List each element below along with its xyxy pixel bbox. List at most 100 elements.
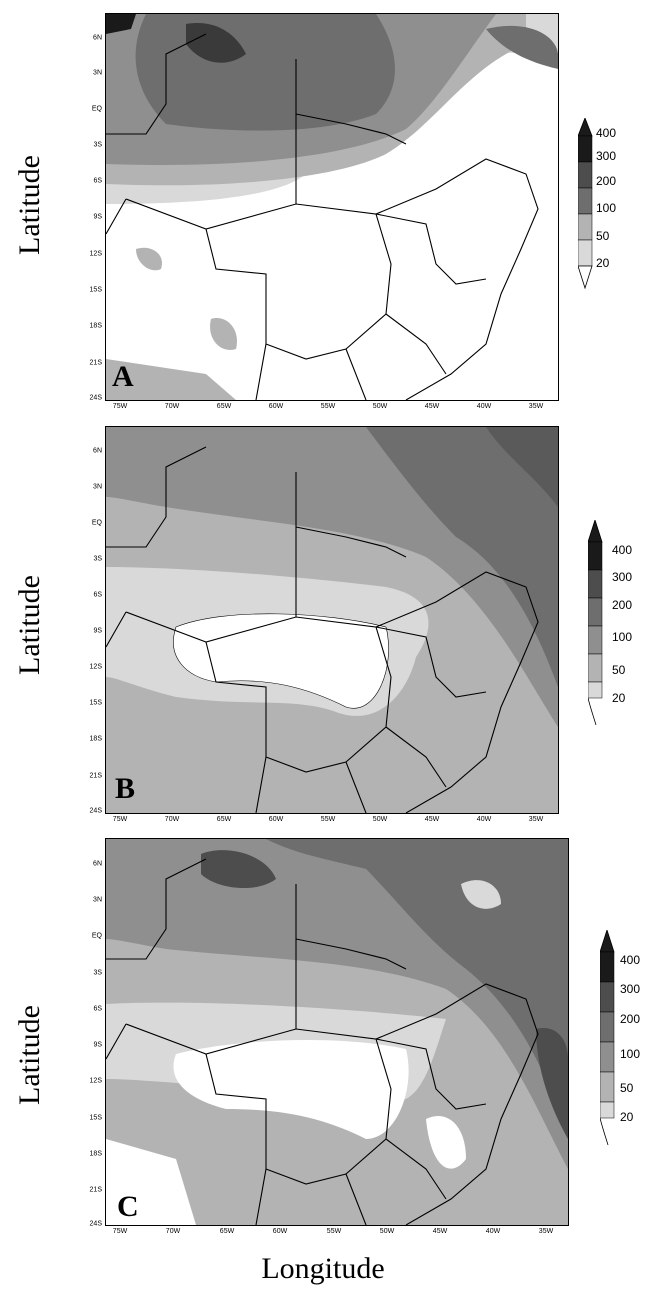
lon-tick: 50W — [379, 1228, 395, 1235]
colorbar-label: 20 — [596, 256, 610, 270]
contour-line — [173, 613, 389, 709]
lat-tick: 6S — [93, 1005, 102, 1013]
colorbar-label: 200 — [612, 598, 633, 612]
lat-tick: 12S — [89, 1077, 102, 1085]
colorbar-swatch — [587, 541, 603, 571]
lon-tick: 50W — [372, 403, 388, 410]
colorbar-c-svg — [599, 928, 615, 1146]
lon-tick: 65W — [219, 1228, 235, 1235]
map-c-canvas — [106, 839, 568, 1225]
lon-tick: 60W — [268, 403, 284, 410]
colorbar-swatch — [599, 981, 615, 1013]
lat-tick: 24S — [89, 807, 102, 815]
contour-patch-south — [210, 318, 237, 350]
contour-band-200 — [366, 427, 558, 687]
map-a-canvas — [106, 14, 558, 400]
lon-tick: 40W — [476, 403, 492, 410]
lon-tick: 75W — [112, 816, 128, 823]
lat-tick: 15S — [89, 1114, 102, 1122]
colorbar-label: 100 — [596, 201, 617, 215]
contour-white-se — [426, 1115, 466, 1169]
colorbar-bottom-arrow — [577, 265, 593, 290]
panel-letter-b: B — [115, 772, 136, 805]
lat-tick: EQ — [91, 519, 102, 527]
lat-tick: 6S — [93, 177, 102, 185]
contour-patch-sw — [106, 717, 186, 813]
lon-tick: 40W — [485, 1228, 501, 1235]
colorbar-top-arrow — [599, 928, 615, 953]
contour-white-sw — [106, 1139, 196, 1225]
lat-tick: 12S — [89, 663, 102, 671]
colorbar-swatch — [577, 161, 593, 189]
political-borders — [106, 33, 539, 400]
colorbar-b-svg — [587, 518, 603, 726]
colorbar-swatch — [577, 239, 593, 267]
colorbar-swatch — [587, 569, 603, 599]
contour-band-300 — [486, 427, 558, 507]
contour-band-300 — [201, 850, 276, 889]
colorbar-label: 300 — [620, 982, 641, 996]
colorbar-label: 100 — [620, 1047, 641, 1061]
colorbar-swatch — [587, 681, 603, 699]
lat-tick: 9S — [93, 1041, 102, 1049]
colorbar-label: 20 — [612, 691, 626, 705]
lat-tick: 15S — [89, 286, 102, 294]
lon-tick: 75W — [112, 403, 128, 410]
colorbar-top-arrow — [577, 116, 593, 137]
lat-tick: EQ — [91, 932, 102, 940]
lat-tick: 18S — [89, 1150, 102, 1158]
political-borders — [106, 858, 539, 1225]
contour-white — [173, 613, 389, 709]
colorbar-label: 400 — [620, 953, 641, 967]
colorbar-swatch — [577, 213, 593, 241]
lat-tick: 6S — [93, 591, 102, 599]
x-axis-title: Longitude — [261, 1252, 385, 1285]
panel-letter-a: A — [112, 360, 134, 393]
colorbar-a: 400 300 200 100 50 20 — [577, 116, 616, 303]
lon-tick: 55W — [320, 816, 336, 823]
lat-tick: 24S — [89, 394, 102, 402]
lat-tick: 6N — [93, 34, 102, 42]
lon-tick: 75W — [112, 1228, 128, 1235]
colorbar-label: 50 — [596, 229, 610, 243]
lon-tick: 65W — [216, 816, 232, 823]
colorbar-swatch — [599, 1071, 615, 1103]
colorbar-top-arrow — [587, 518, 603, 543]
colorbar-swatch — [599, 1101, 615, 1119]
lat-tick: 6N — [93, 447, 102, 455]
lat-tick: 21S — [89, 1186, 102, 1194]
colorbar-label: 100 — [612, 630, 633, 644]
lat-tick: 6N — [93, 860, 102, 868]
colorbar-swatch — [577, 187, 593, 215]
lat-tick: 24S — [89, 1220, 102, 1228]
lon-tick: 35W — [528, 816, 544, 823]
contour-band-300-east — [536, 1028, 568, 1139]
colorbar-label: 400 — [596, 126, 617, 140]
lon-tick: 60W — [268, 816, 284, 823]
colorbar-label: 50 — [612, 663, 626, 677]
lat-tick: 3N — [93, 69, 102, 77]
lat-tick: 21S — [89, 359, 102, 367]
political-borders — [106, 446, 539, 813]
contour-band-400 — [106, 14, 136, 34]
colorbar-c: 400 300 200 100 50 20 — [599, 928, 640, 1150]
colorbar-label: 200 — [596, 174, 617, 188]
lat-tick: 3N — [93, 896, 102, 904]
colorbar-label: 400 — [612, 543, 633, 557]
lat-tick: 15S — [89, 699, 102, 707]
lat-tick: EQ — [91, 105, 102, 113]
panel-letter-c: C — [117, 1190, 139, 1223]
colorbar-label: 300 — [596, 149, 617, 163]
lon-tick: 60W — [272, 1228, 288, 1235]
colorbar-bottom-arrow — [587, 697, 597, 726]
contour-band-300 — [186, 23, 246, 63]
colorbar-label: 200 — [620, 1012, 641, 1026]
lat-tick: 18S — [89, 322, 102, 330]
lon-tick: 50W — [372, 816, 388, 823]
colorbar-label: 20 — [620, 1110, 634, 1124]
lat-tick: 12S — [89, 250, 102, 258]
lon-tick: 55W — [320, 403, 336, 410]
lon-tick: 55W — [326, 1228, 342, 1235]
colorbar-swatch — [587, 653, 603, 683]
contour-white — [173, 1039, 409, 1139]
